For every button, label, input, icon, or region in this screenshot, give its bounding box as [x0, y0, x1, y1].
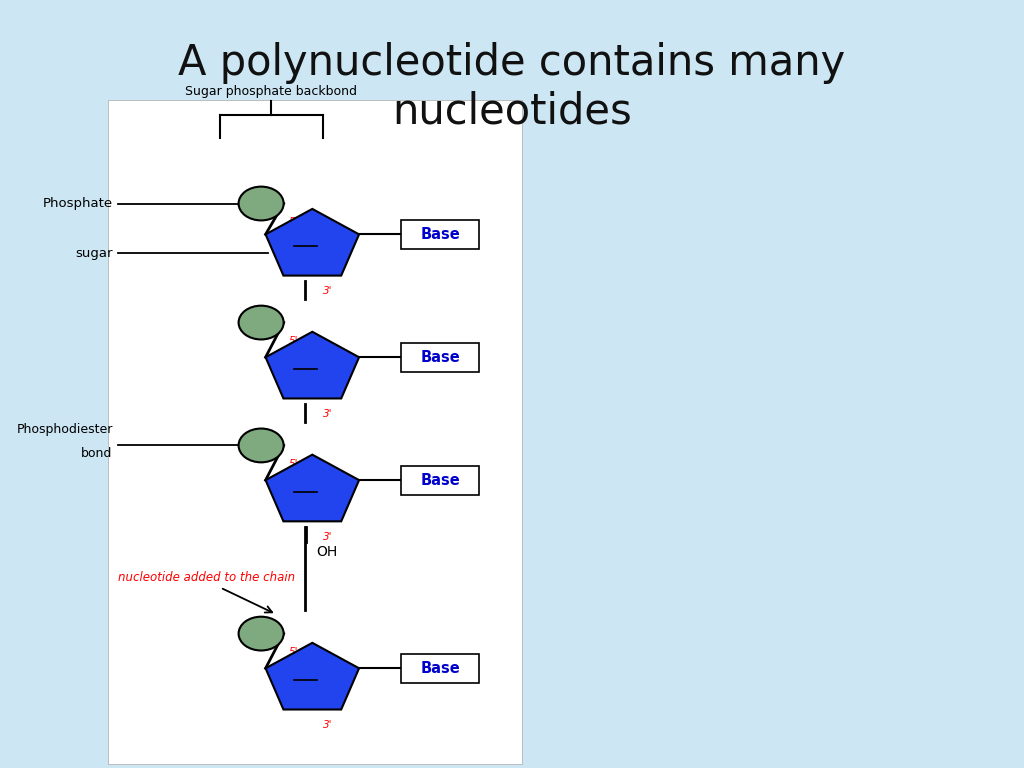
Text: Base: Base: [421, 227, 460, 242]
Polygon shape: [265, 332, 359, 399]
Text: 5': 5': [289, 459, 298, 469]
Text: OH: OH: [316, 545, 338, 559]
Text: Phosphodiester: Phosphodiester: [16, 423, 113, 436]
Text: 3': 3': [323, 409, 332, 419]
Text: 3': 3': [323, 286, 332, 296]
Text: Base: Base: [421, 660, 460, 676]
Text: Base: Base: [421, 349, 460, 365]
Text: Base: Base: [421, 472, 460, 488]
Polygon shape: [265, 643, 359, 710]
FancyBboxPatch shape: [401, 465, 479, 495]
Text: sugar: sugar: [75, 247, 113, 260]
Text: 5': 5': [289, 647, 298, 657]
Ellipse shape: [239, 617, 284, 650]
Ellipse shape: [239, 187, 284, 220]
Text: nucleotide added to the chain: nucleotide added to the chain: [118, 571, 295, 584]
FancyBboxPatch shape: [401, 654, 479, 683]
Text: 3': 3': [323, 532, 332, 542]
Text: 3': 3': [323, 720, 332, 730]
FancyBboxPatch shape: [108, 100, 522, 764]
Text: bond: bond: [81, 447, 113, 460]
Text: Phosphate: Phosphate: [43, 197, 113, 210]
Ellipse shape: [239, 306, 284, 339]
Text: 5': 5': [289, 217, 298, 227]
Polygon shape: [265, 209, 359, 276]
Ellipse shape: [239, 429, 284, 462]
Text: 5': 5': [289, 336, 298, 346]
FancyBboxPatch shape: [401, 343, 479, 372]
Text: Sugar phosphate backbond: Sugar phosphate backbond: [185, 85, 357, 98]
FancyBboxPatch shape: [401, 220, 479, 249]
Polygon shape: [265, 455, 359, 521]
Text: A polynucleotide contains many
nucleotides: A polynucleotide contains many nucleotid…: [178, 42, 846, 133]
